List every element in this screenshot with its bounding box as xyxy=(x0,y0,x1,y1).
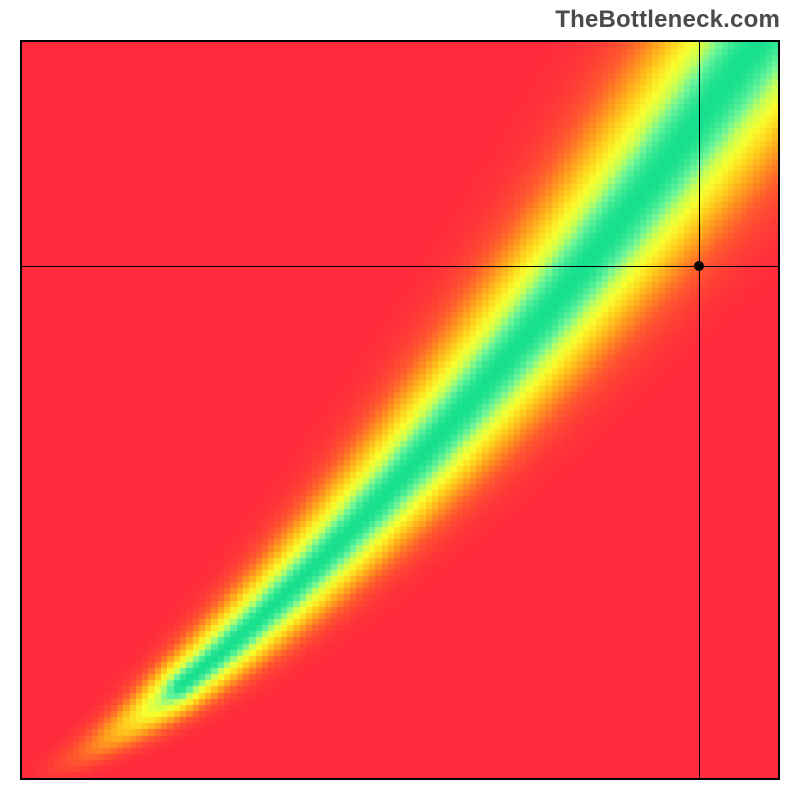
crosshair-horizontal xyxy=(22,266,778,267)
crosshair-vertical xyxy=(699,42,700,778)
chart-container: TheBottleneck.com xyxy=(0,0,800,800)
crosshair-point xyxy=(694,261,704,271)
watermark-text: TheBottleneck.com xyxy=(555,6,780,34)
plot-frame xyxy=(20,40,780,780)
heatmap-canvas xyxy=(22,42,778,778)
